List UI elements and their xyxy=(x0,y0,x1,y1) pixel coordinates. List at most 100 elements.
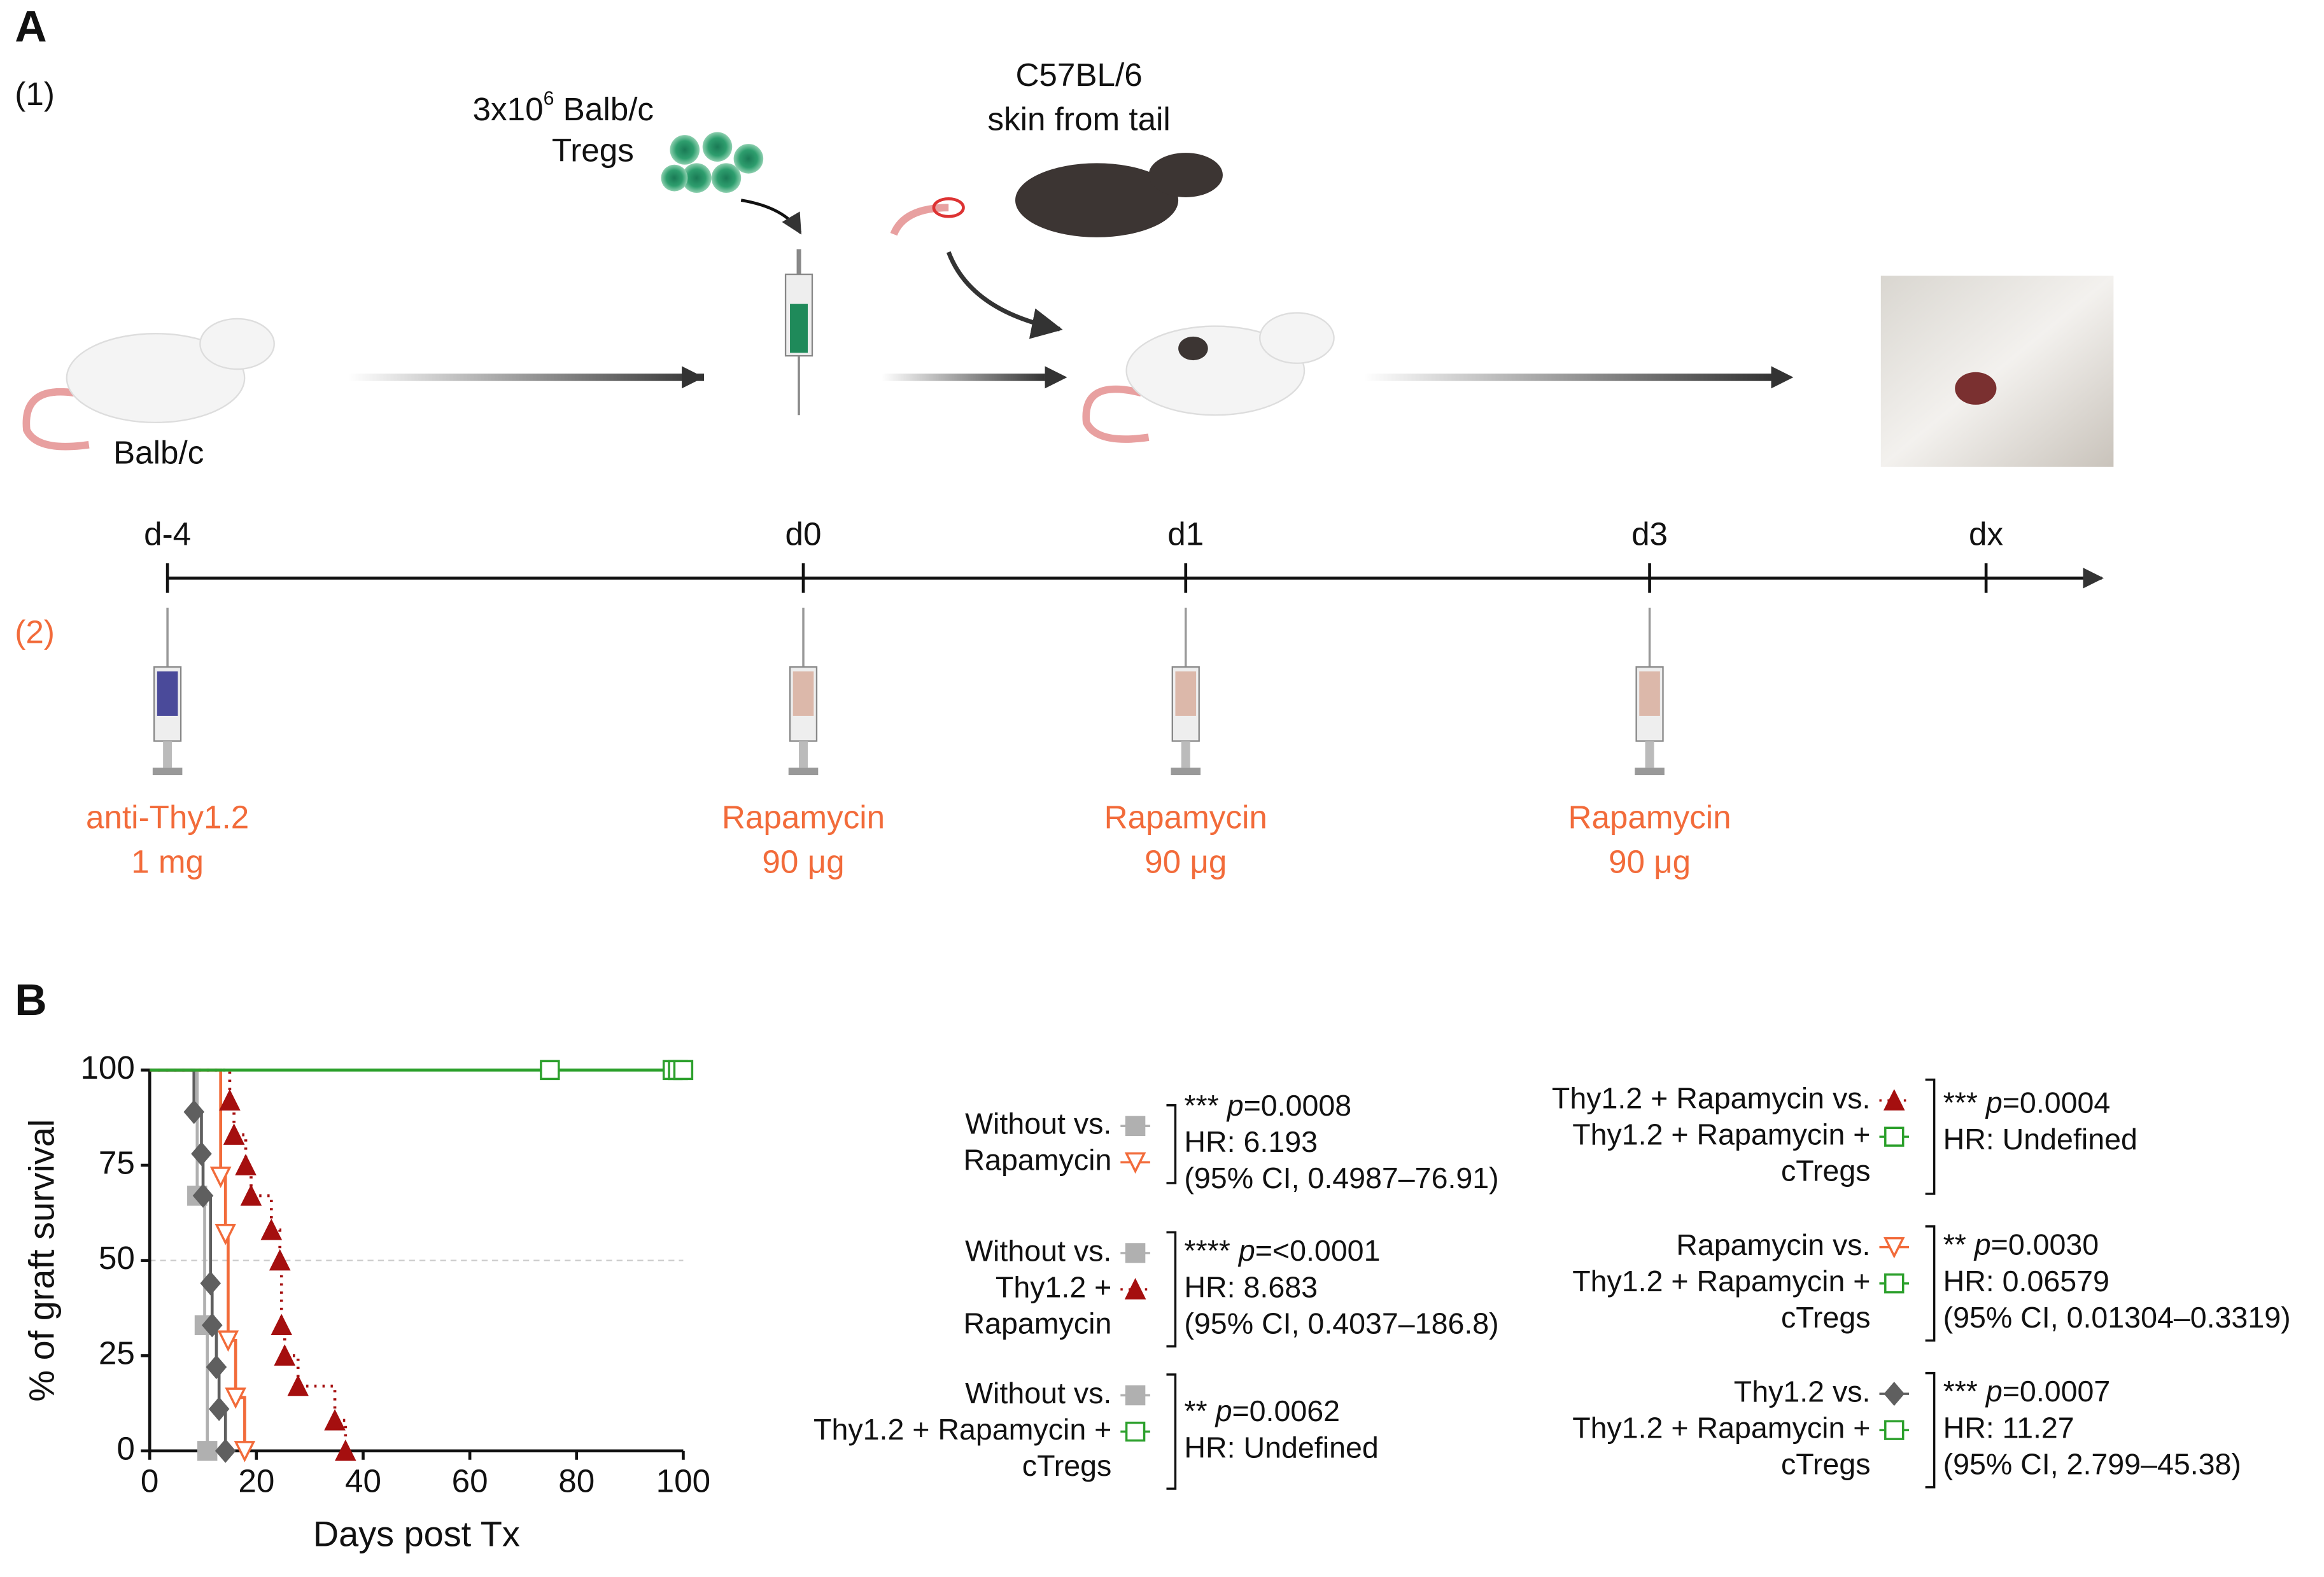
marker xyxy=(1883,1089,1905,1111)
bracket xyxy=(1166,1231,1177,1348)
marker xyxy=(192,1183,214,1208)
graft-photo xyxy=(1880,276,2114,467)
group-label: cTregs xyxy=(1781,1448,1871,1481)
key xyxy=(1120,1421,1150,1442)
marker xyxy=(219,1089,241,1111)
marker xyxy=(240,1184,262,1206)
x-tick-label: 0 xyxy=(141,1463,159,1499)
marker xyxy=(197,1441,218,1461)
group-label: Without vs. xyxy=(965,1377,1111,1410)
key xyxy=(1879,1382,1910,1406)
group-label: Rapamycin xyxy=(964,1307,1112,1340)
group-label: Thy1.2 + Rapamycin + xyxy=(1572,1118,1870,1151)
plunger xyxy=(1181,741,1190,768)
p-symbol: p xyxy=(1215,1394,1232,1427)
marker xyxy=(1125,1385,1146,1406)
syringe xyxy=(788,607,819,776)
y-tick-label: 25 xyxy=(99,1335,135,1371)
marker xyxy=(287,1375,309,1396)
key xyxy=(1120,1243,1150,1263)
treatment-dose: 90 μg xyxy=(1144,843,1227,880)
group-label: cTregs xyxy=(1022,1449,1112,1482)
liquid xyxy=(792,671,814,716)
marker xyxy=(183,1100,205,1125)
text: 3x10 xyxy=(473,90,544,127)
p-value: ** p=0.0030 xyxy=(1943,1228,2099,1261)
group-label: Thy1.2 vs. xyxy=(1734,1375,1871,1408)
stat-line: HR: Undefined xyxy=(1184,1431,1378,1464)
marker xyxy=(1883,1237,1905,1259)
key xyxy=(1120,1278,1150,1300)
arrowhead xyxy=(1771,366,1794,389)
plunger xyxy=(1645,741,1654,768)
marker xyxy=(260,1218,283,1240)
plunger xyxy=(163,741,173,768)
marker xyxy=(1124,1152,1146,1174)
liquid xyxy=(1175,671,1197,716)
p-value: *** p=0.0007 xyxy=(1943,1375,2111,1408)
bracket xyxy=(1925,1371,1936,1489)
day-label: d1 xyxy=(1167,516,1204,552)
day-label: d3 xyxy=(1631,516,1668,552)
significance: ** xyxy=(1943,1228,1966,1261)
key xyxy=(1879,1273,1910,1294)
tregs-label: Tregs xyxy=(552,132,634,169)
p-value: *** p=0.0004 xyxy=(1943,1086,2111,1119)
marker xyxy=(209,1167,232,1188)
panel-label: A xyxy=(15,1,46,51)
marker xyxy=(1884,1382,1905,1406)
marker xyxy=(235,1154,257,1175)
p-symbol: p xyxy=(1985,1086,2003,1119)
chart: 0 25 50 75 100 0 20 40 60 80 100 Days post Tx % of g… xyxy=(22,1049,2291,1554)
marker xyxy=(215,1438,236,1463)
key xyxy=(1120,1116,1150,1137)
liquid xyxy=(157,671,178,716)
arrow xyxy=(740,199,802,235)
arrow xyxy=(1363,374,1771,381)
marker xyxy=(206,1355,227,1380)
arrow xyxy=(882,374,1045,381)
group-label: Thy1.2 + Rapamycin vs. xyxy=(1552,1081,1871,1114)
panel-label: B xyxy=(15,975,46,1025)
cells xyxy=(661,132,764,193)
arrowhead xyxy=(682,366,705,389)
survival-step xyxy=(150,1069,222,1177)
marker xyxy=(324,1409,346,1431)
marker xyxy=(540,1060,560,1081)
x-axis-label: Days post Tx xyxy=(313,1514,520,1554)
day-label: dx xyxy=(1969,516,2003,552)
stat-line: HR: 6.193 xyxy=(1184,1125,1318,1158)
stat-line: (95% CI, 0.4987–76.91) xyxy=(1184,1161,1498,1195)
marker xyxy=(200,1271,222,1296)
group-label: cTregs xyxy=(1781,1301,1871,1334)
marker xyxy=(234,1441,256,1462)
survival-step xyxy=(271,1228,282,1261)
stat-line: (95% CI, 0.4037–186.8) xyxy=(1184,1307,1498,1340)
stat-line: HR: 0.06579 xyxy=(1943,1265,2109,1298)
marker xyxy=(201,1313,223,1338)
donor-mouse xyxy=(890,153,1223,237)
plunger-cap xyxy=(152,767,183,776)
key xyxy=(1879,1126,1910,1147)
donor-label: C57BL/6 xyxy=(1015,57,1142,93)
syringe xyxy=(1171,607,1201,776)
significance: *** xyxy=(1184,1089,1218,1122)
bracket xyxy=(1925,1078,1936,1195)
group-label: Thy1.2 + Rapamycin + xyxy=(1572,1412,1870,1445)
marker xyxy=(1125,1421,1146,1442)
p-value: *** p=0.0008 xyxy=(1184,1089,1351,1122)
arrowhead xyxy=(1045,366,1067,389)
bracket xyxy=(1925,1225,1936,1342)
plunger-cap xyxy=(1635,767,1665,776)
y-tick-label: 0 xyxy=(116,1430,135,1466)
survival-step xyxy=(225,1232,230,1341)
marker xyxy=(271,1314,293,1336)
group-label: Thy1.2 + Rapamycin + xyxy=(1572,1265,1870,1298)
p-number: =0.0004 xyxy=(2003,1086,2111,1119)
marker xyxy=(269,1249,291,1271)
y-axis-label: % of graft survival xyxy=(22,1119,62,1402)
marker xyxy=(217,1330,239,1352)
x-tick-label: 80 xyxy=(558,1463,595,1499)
p-symbol: p xyxy=(1985,1375,2003,1408)
